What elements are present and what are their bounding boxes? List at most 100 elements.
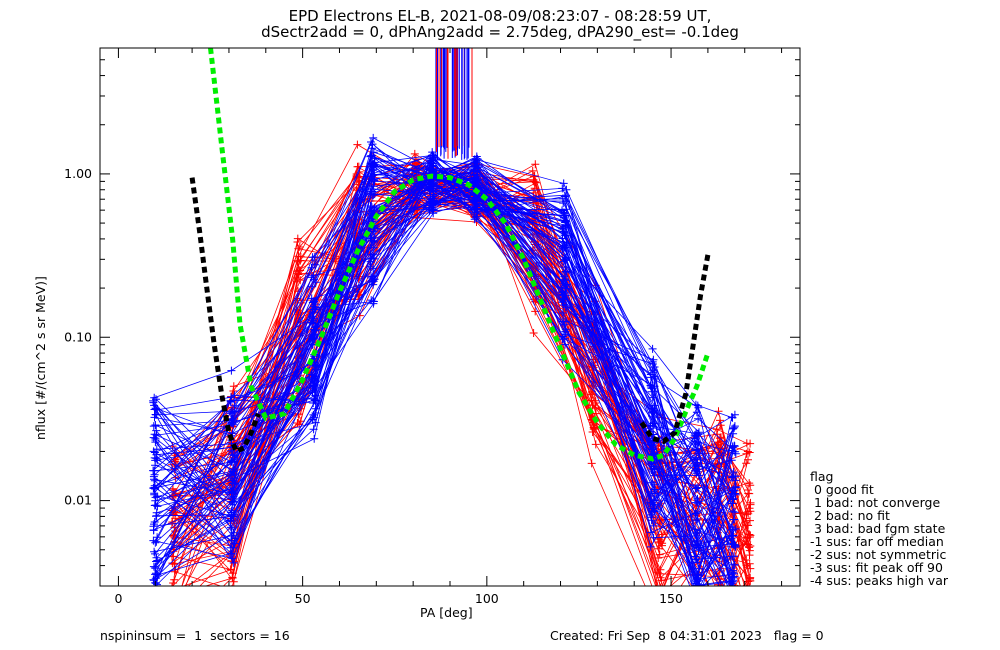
- blue-series-line: [155, 160, 736, 574]
- data-point-marker: [230, 407, 239, 416]
- data-point-marker: [228, 500, 237, 509]
- data-point-marker: [647, 384, 656, 393]
- data-point-marker: [649, 521, 658, 530]
- data-point-marker: [469, 167, 478, 176]
- chart-title-line2: dSectr2add = 0, dPhAng2add = 2.75deg, dP…: [261, 23, 739, 41]
- data-point-marker: [355, 167, 364, 176]
- data-point-marker: [729, 472, 738, 480]
- data-point-marker: [353, 140, 362, 149]
- data-point-marker: [531, 160, 540, 169]
- data-point-marker: [308, 253, 317, 262]
- data-point-marker: [693, 445, 702, 454]
- data-point-marker: [749, 585, 751, 586]
- data-point-marker: [230, 451, 239, 460]
- data-point-marker: [658, 610, 666, 618]
- data-point-marker: [559, 179, 568, 188]
- data-point-marker: [729, 576, 738, 585]
- x-tick-label: 0: [114, 591, 122, 606]
- data-point-marker: [310, 384, 319, 393]
- data-point-marker: [229, 382, 238, 391]
- data-point-marker: [743, 598, 751, 606]
- data-point-marker: [743, 611, 751, 619]
- data-point-marker: [560, 231, 569, 240]
- data-point-marker: [731, 482, 740, 491]
- data-point-marker: [561, 267, 570, 276]
- data-point-marker: [309, 302, 318, 311]
- data-point-marker: [714, 407, 723, 416]
- data-point-marker: [730, 441, 739, 450]
- data-point-marker: [150, 393, 159, 402]
- data-point-marker: [650, 496, 659, 505]
- data-point-marker: [472, 205, 481, 214]
- data-point-marker: [311, 418, 320, 427]
- data-point-marker: [692, 591, 700, 599]
- data-point-marker: [735, 585, 737, 586]
- data-point-marker: [311, 361, 319, 370]
- data-point-marker: [742, 449, 751, 458]
- data-point-marker: [729, 615, 737, 623]
- data-point-marker: [295, 243, 304, 251]
- data-point-marker: [647, 516, 656, 525]
- x-tick-label: 150: [659, 591, 683, 606]
- data-point-marker: [750, 585, 751, 586]
- data-point-marker: [729, 589, 737, 597]
- data-point-marker: [729, 612, 737, 620]
- data-point-marker: [149, 526, 158, 535]
- data-point-marker: [650, 401, 659, 410]
- data-point-marker: [558, 244, 567, 253]
- data-point-marker: [560, 192, 569, 201]
- data-point-marker: [151, 549, 159, 558]
- data-point-marker: [742, 539, 751, 548]
- data-point-marker: [168, 619, 176, 627]
- data-point-marker: [742, 459, 751, 468]
- data-point-marker: [560, 255, 569, 264]
- data-point-marker: [731, 449, 740, 458]
- data-point-marker: [470, 215, 479, 224]
- data-point-marker: [561, 325, 570, 334]
- data-point-marker: [731, 613, 739, 621]
- data-point-marker: [728, 413, 737, 422]
- data-point-marker: [692, 589, 700, 597]
- data-point-marker: [310, 434, 319, 443]
- data-point-marker: [693, 514, 702, 523]
- data-point-marker: [149, 433, 158, 442]
- data-point-marker: [691, 466, 699, 475]
- data-point-marker: [728, 492, 736, 501]
- data-point-marker: [728, 591, 736, 599]
- data-point-marker: [295, 266, 304, 275]
- data-point-marker: [693, 483, 702, 492]
- data-point-marker: [227, 446, 236, 455]
- data-point-marker: [746, 439, 755, 448]
- data-point-marker: [470, 199, 479, 207]
- data-point-marker: [370, 203, 379, 212]
- data-point-marker: [656, 573, 665, 582]
- data-point-marker: [742, 510, 751, 519]
- data-point-marker: [743, 614, 751, 622]
- data-point-marker: [591, 440, 600, 449]
- data-point-marker: [426, 183, 435, 192]
- legend-item: -3 sus: fit peak off 90: [810, 560, 943, 575]
- data-point-marker: [729, 507, 737, 516]
- data-point-marker: [715, 610, 723, 618]
- data-point-marker: [730, 541, 739, 549]
- data-point-marker: [746, 481, 755, 490]
- blue-series-line: [153, 157, 735, 586]
- blue-series-line: [152, 177, 736, 504]
- data-point-marker: [170, 604, 178, 612]
- data-point-marker: [562, 191, 571, 200]
- data-point-marker: [649, 462, 658, 471]
- data-point-marker: [746, 582, 748, 586]
- data-point-marker: [745, 576, 754, 585]
- data-point-marker: [660, 584, 662, 586]
- data-point-marker: [528, 166, 537, 175]
- data-point-marker: [227, 565, 235, 574]
- red-series-line: [171, 164, 747, 557]
- data-point-marker: [693, 499, 702, 508]
- y-tick-label: 1.00: [64, 166, 92, 181]
- data-point-marker: [369, 148, 378, 157]
- data-point-marker: [149, 536, 158, 545]
- data-point-marker: [559, 208, 568, 217]
- data-point-marker: [151, 538, 160, 547]
- saturation-band: [435, 48, 473, 160]
- red-series-line: [181, 191, 751, 586]
